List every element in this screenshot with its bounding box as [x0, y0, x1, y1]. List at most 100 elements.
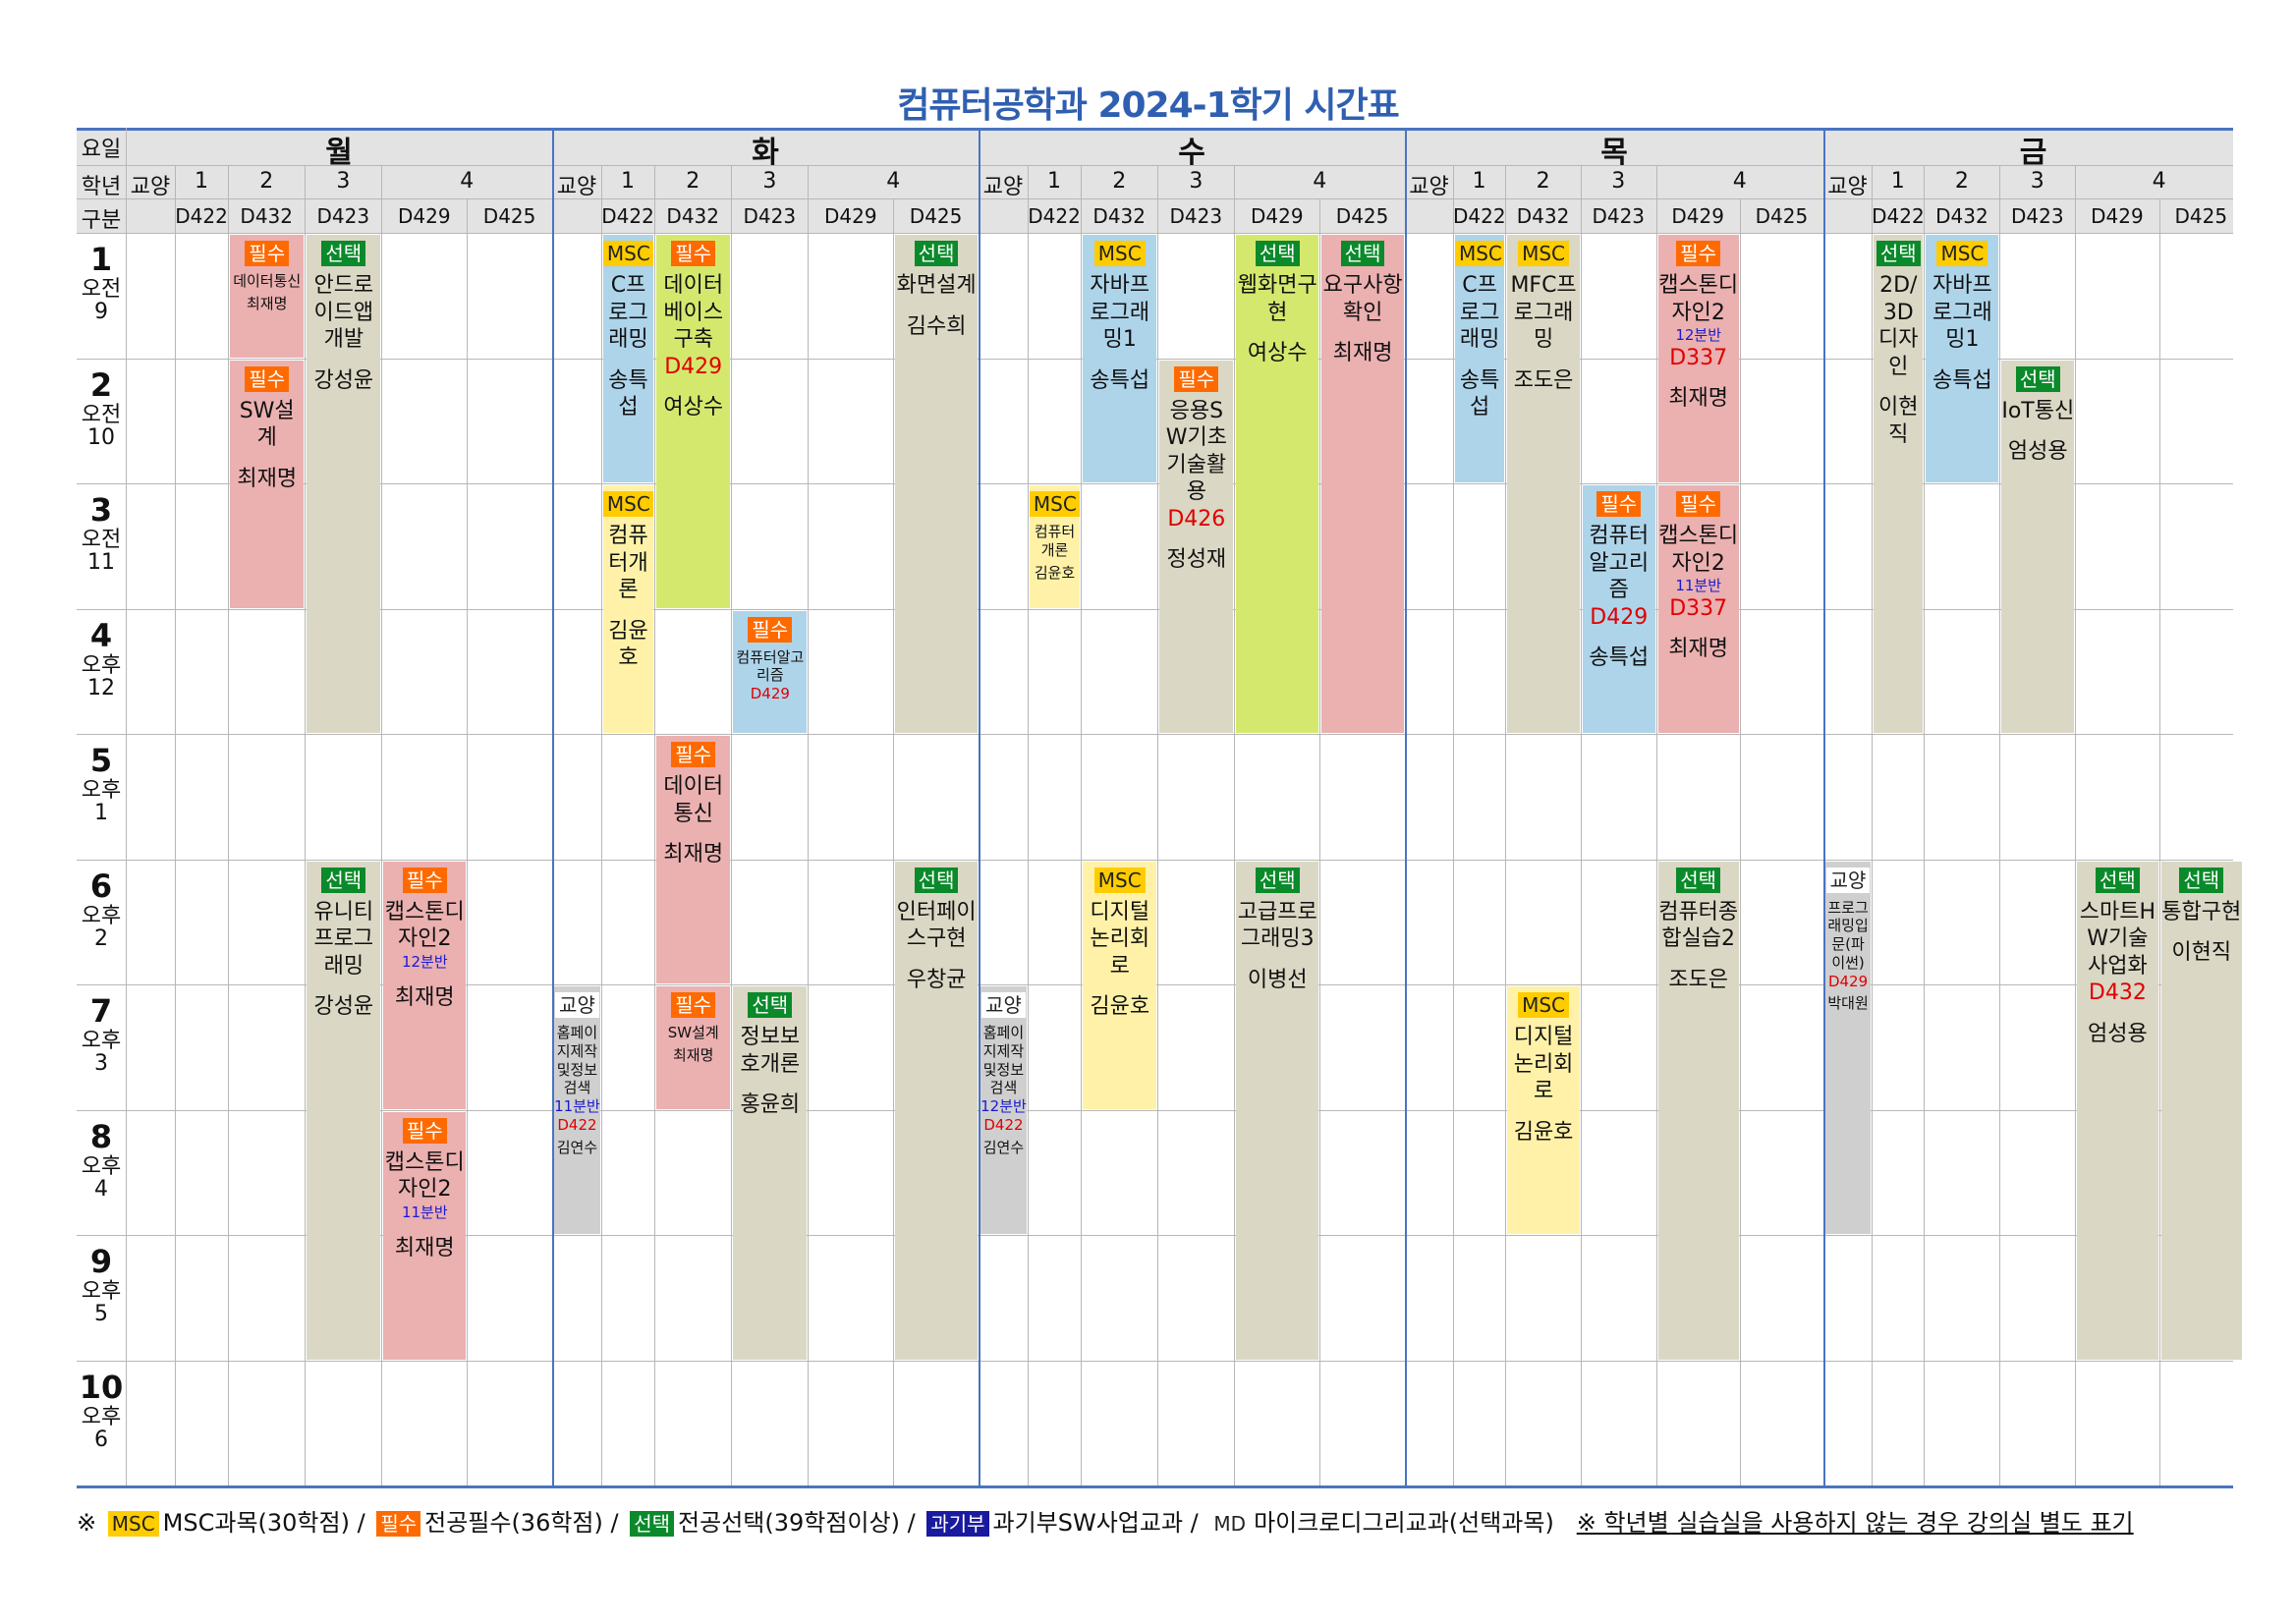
grade-label: 1 [621, 169, 636, 194]
course-title: 데이터통신 [663, 774, 724, 826]
course-section: 11분반 [554, 1097, 600, 1115]
room-label: D425 [1335, 204, 1389, 228]
legend-req-text: 전공필수(36학점) / [424, 1509, 619, 1537]
header-band [77, 165, 2233, 198]
legend-md-text: 마이크로디그리교과(선택과목) [1254, 1509, 1554, 1537]
course-block[interactable]: 선택 요구사항확인 최재명 [1321, 235, 1404, 733]
course-block[interactable]: MSC C프로그래밍 송특섭 [602, 235, 654, 482]
course-block[interactable]: 선택 인터페이스구현 우창균 [895, 861, 978, 1360]
period-number: 6 [89, 867, 113, 905]
course-block[interactable]: 선택 IoT통신 엄성용 [2001, 360, 2075, 733]
course-type-badge: 선택 [914, 867, 959, 893]
course-type-badge: 필수 [1676, 241, 1721, 266]
course-title: C프로그래밍 [1459, 273, 1500, 352]
course-professor: 조도은 [1513, 367, 1574, 393]
course-professor: 송특섭 [1459, 367, 1500, 420]
course-block[interactable]: MSC 자바프로그래밍1 송특섭 [1083, 235, 1157, 482]
grade-label: 3 [2030, 169, 2044, 194]
course-block[interactable]: MSC 디지털논리회로 김윤호 [1083, 861, 1157, 1109]
room-label: D422 [1872, 204, 1925, 228]
room-label: D423 [743, 204, 797, 228]
room-label: D429 [1671, 204, 1724, 228]
grid-line [77, 483, 2233, 484]
course-block[interactable]: 교양 홈페이지제작및정보검색 12분반 D422 김연수 [980, 986, 1027, 1234]
course-title: 캡스톤디자인2 [1658, 273, 1739, 325]
period-label: 6 오후 2 [77, 868, 126, 951]
grade-label: 3 [762, 169, 777, 194]
course-block[interactable]: 선택 정보보호개론 홍윤희 [733, 986, 808, 1360]
grade-label: 3 [1189, 169, 1204, 194]
course-block[interactable]: 선택 고급프로그래밍3 이병선 [1236, 861, 1319, 1360]
course-block[interactable]: 필수 컴퓨터알고리즘 D429 송특섭 [1582, 485, 1655, 733]
course-block[interactable]: 선택 안드로이드앱개발 강성윤 [307, 235, 381, 733]
course-section: 11분반 [401, 1203, 448, 1221]
course-block[interactable]: 선택 화면설계 김수희 [895, 235, 978, 733]
course-type-badge: 선택 [2015, 365, 2060, 392]
period-number: 3 [89, 491, 113, 529]
course-block[interactable]: 선택 스마트HW기술사업화 D432 엄성용 [2077, 861, 2158, 1360]
course-block[interactable]: 선택 유니티프로그래밍 강성윤 [307, 861, 381, 1360]
course-professor: 최재명 [1668, 637, 1729, 662]
course-type-badge: MSC [1093, 241, 1146, 266]
period-label: 3 오전 11 [77, 491, 126, 575]
course-block[interactable]: 필수 응용SW기초기술활용 D426 정성재 [1159, 360, 1234, 733]
legend-sel-badge: 선택 [630, 1511, 675, 1537]
course-block[interactable]: 필수 컴퓨터알고리즘 D429 [733, 610, 808, 733]
course-block[interactable]: MSC 컴퓨터개론 김윤호 [602, 485, 654, 733]
grade-label: 1 [1890, 169, 1905, 194]
course-block[interactable]: 필수 캡스톤디자인2 11분반 D337 최재명 [1657, 485, 1739, 733]
period-number: 10 [79, 1368, 124, 1406]
course-block[interactable]: MSC 자바프로그래밍1 송특섭 [1926, 235, 1999, 482]
course-block[interactable]: 선택 웹화면구현 여상수 [1236, 235, 1319, 733]
course-type-badge: 필수 [671, 992, 716, 1018]
course-professor: 송특섭 [1932, 367, 1992, 393]
grid-line [77, 233, 2233, 234]
course-title: 유니티프로그래밍 [313, 899, 374, 979]
room-label: D429 [824, 204, 877, 228]
period-ampm: 오후 [81, 652, 122, 678]
course-block[interactable]: 필수 SW설계 최재명 [230, 360, 305, 608]
grade-label: 3 [1611, 169, 1626, 194]
day-name-3: 목 [1600, 136, 1628, 170]
course-professor: 최재명 [237, 466, 298, 491]
period-ampm: 오후 [81, 1029, 122, 1054]
room-label: D423 [1169, 204, 1223, 228]
course-block[interactable]: MSC MFC프로그래밍 조도은 [1507, 235, 1580, 733]
course-professor: 홍윤희 [740, 1092, 801, 1117]
course-type-badge: 선택 [1255, 241, 1300, 266]
legend-md-badge: MD [1209, 1511, 1251, 1537]
course-block[interactable]: 선택 통합구현 이현직 [2160, 861, 2242, 1360]
course-type-badge: MSC [1518, 992, 1570, 1018]
grid-line [552, 128, 554, 1485]
course-professor: 김연수 [556, 1138, 598, 1156]
period-ampm: 오후 [81, 778, 122, 804]
room-label: D423 [1592, 204, 1646, 228]
course-type-badge: 교양 [1825, 867, 1871, 893]
course-block[interactable]: 필수 SW설계 최재명 [656, 986, 731, 1109]
course-block[interactable]: MSC 디지털논리회로 김윤호 [1507, 986, 1580, 1234]
course-block[interactable]: 선택 컴퓨터종합실습2 조도은 [1657, 861, 1739, 1360]
course-type-badge: MSC [1936, 241, 1988, 266]
grid-line [1319, 198, 1321, 1485]
grid-line [1405, 128, 1407, 1485]
course-block[interactable]: 필수 데이터통신 최재명 [230, 235, 305, 358]
course-title: 정보보호개론 [740, 1025, 801, 1077]
course-block[interactable]: 필수 캡스톤디자인2 12분반 D337 최재명 [1657, 235, 1739, 482]
course-block[interactable]: 교양 프로그래밍입문(파이썬) D429 박대원 [1825, 861, 1872, 1234]
course-block[interactable]: 선택 2D/3D디자인 이현직 [1874, 235, 1924, 733]
course-block[interactable]: MSC C프로그래밍 송특섭 [1454, 235, 1505, 482]
course-block[interactable]: 교양 홈페이지제작및정보검색 11분반 D422 김연수 [554, 986, 600, 1234]
header-label: 학년 [81, 175, 122, 199]
course-professor: 박대원 [1827, 994, 1869, 1013]
course-type-badge: MSC [602, 241, 654, 266]
course-professor: 김수희 [906, 313, 967, 339]
period-hour: 5 [94, 1302, 108, 1327]
course-professor: 김윤호 [1034, 563, 1076, 582]
course-block[interactable]: 필수 데이터통신 최재명 [656, 736, 731, 983]
grade-label: 2 [1954, 169, 1969, 194]
course-block[interactable]: 필수 캡스톤디자인2 11분반 최재명 [383, 1111, 467, 1360]
course-block[interactable]: 필수 캡스톤디자인2 12분반 최재명 [383, 861, 467, 1109]
course-block[interactable]: 필수 데이터베이스구축 D429 여상수 [656, 235, 731, 608]
course-professor: 송특섭 [1090, 367, 1150, 393]
course-block[interactable]: MSC 컴퓨터개론 김윤호 [1029, 485, 1081, 608]
